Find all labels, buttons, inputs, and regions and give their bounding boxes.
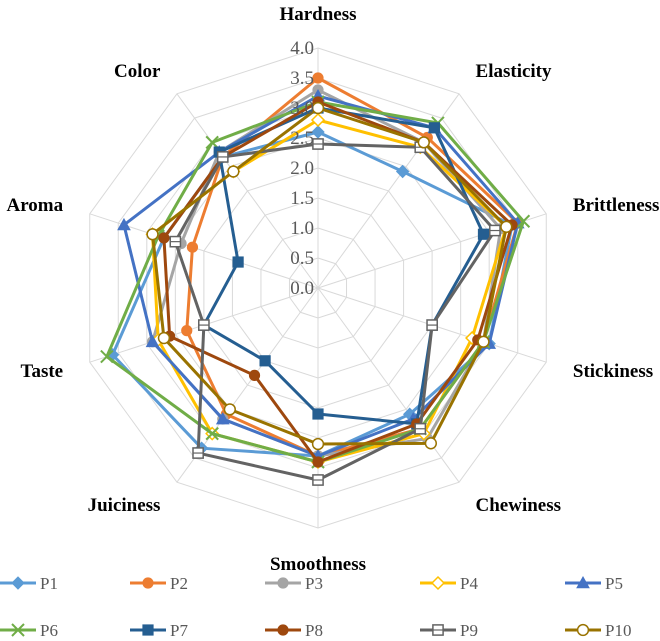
legend-label: P7 xyxy=(170,621,188,640)
data-point xyxy=(205,426,219,441)
legend-label: P6 xyxy=(40,621,58,640)
legend-marker xyxy=(430,575,446,591)
data-point xyxy=(158,232,170,244)
axis-label-color: Color xyxy=(114,61,161,82)
axis-label-juiciness: Juiciness xyxy=(88,495,161,516)
legend-item-p2[interactable]: P2 xyxy=(130,574,188,593)
legend-item-p3[interactable]: P3 xyxy=(265,574,323,593)
data-point xyxy=(417,136,430,149)
axis-label-aroma: Aroma xyxy=(6,195,63,216)
data-point xyxy=(145,334,160,348)
data-point xyxy=(215,412,230,425)
data-point xyxy=(395,164,410,179)
data-point xyxy=(100,349,114,364)
axis-label-stickiness: Stickiness xyxy=(573,361,653,382)
data-point xyxy=(248,369,261,381)
legend-item-p7[interactable]: P7 xyxy=(130,621,188,640)
data-point xyxy=(477,228,490,240)
axis-label-taste: Taste xyxy=(21,361,64,382)
tick-label: 3.5 xyxy=(290,68,314,89)
tick-label: 0.5 xyxy=(290,248,314,269)
legend-label: P2 xyxy=(170,574,188,593)
legend-item-p4[interactable]: P4 xyxy=(420,574,478,593)
legend-marker xyxy=(142,577,154,589)
legend-item-p10[interactable]: P10 xyxy=(565,621,631,640)
legend: P1 P2 P3 P4 P5 P6 P7 P8 P9 P10 xyxy=(0,574,631,640)
series-p9 xyxy=(169,138,501,486)
legend-marker xyxy=(142,624,154,636)
legend-marker xyxy=(277,624,289,636)
tick-label: 0.0 xyxy=(290,278,314,299)
legend-label: P10 xyxy=(605,621,631,640)
legend-marker xyxy=(11,576,25,590)
data-point xyxy=(186,241,199,253)
grid-spoke xyxy=(176,93,319,289)
data-point xyxy=(424,437,438,450)
data-point xyxy=(312,456,324,468)
data-point xyxy=(516,214,531,228)
tick-label: 3.0 xyxy=(290,98,314,119)
legend-marker xyxy=(11,623,25,637)
data-point xyxy=(227,165,240,178)
legend-item-p5[interactable]: P5 xyxy=(565,574,623,593)
axis-label-smoothness: Smoothness xyxy=(270,554,366,575)
series-p10 xyxy=(146,101,513,451)
data-point xyxy=(311,437,325,451)
data-point xyxy=(146,228,159,241)
grid-spoke xyxy=(317,287,460,483)
legend-label: P3 xyxy=(305,574,323,593)
legend-item-p8[interactable]: P8 xyxy=(265,621,323,640)
legend-label: P9 xyxy=(460,621,478,640)
data-point xyxy=(157,331,171,345)
series-line xyxy=(202,106,485,426)
legend-marker xyxy=(576,575,590,589)
legend-label: P4 xyxy=(460,574,478,593)
tick-label: 1.5 xyxy=(290,188,314,209)
radar-tick-labels: 0.0 0.5 1.0 1.5 2.0 2.5 3.0 3.5 4.0 xyxy=(290,38,314,299)
legend-item-p9[interactable]: P9 xyxy=(420,621,478,640)
data-point xyxy=(259,355,271,367)
legend-marker xyxy=(277,577,289,589)
axis-label-chewiness: Chewiness xyxy=(476,495,562,516)
tick-label: 4.0 xyxy=(290,38,314,59)
legend-item-p6[interactable]: P6 xyxy=(0,621,58,640)
data-point xyxy=(311,125,325,139)
data-point xyxy=(477,335,490,348)
axis-label-hardness: Hardness xyxy=(279,4,356,25)
legend-label: P8 xyxy=(305,621,323,640)
legend-item-p1[interactable]: P1 xyxy=(0,574,58,593)
tick-label: 2.0 xyxy=(290,158,314,179)
tick-label: 2.5 xyxy=(290,128,314,149)
axis-label-elasticity: Elasticity xyxy=(476,61,552,82)
data-point xyxy=(117,217,131,231)
axis-label-brittleness: Brittleness xyxy=(573,195,660,216)
tick-label: 1.0 xyxy=(290,218,314,239)
data-point xyxy=(223,403,236,416)
data-point xyxy=(181,325,193,337)
data-point xyxy=(311,101,325,115)
data-point xyxy=(310,112,326,128)
radar-series xyxy=(100,72,531,486)
legend-label: P5 xyxy=(605,574,623,593)
data-point xyxy=(312,72,324,84)
legend-label: P1 xyxy=(40,574,58,593)
legend-marker xyxy=(576,623,590,637)
data-point xyxy=(312,408,324,420)
data-point xyxy=(205,135,219,150)
data-point xyxy=(428,122,440,134)
data-point xyxy=(232,256,244,268)
radar-axis-labels: Hardness Elasticity Brittleness Stickiness C… xyxy=(6,4,659,575)
data-point xyxy=(500,220,513,233)
